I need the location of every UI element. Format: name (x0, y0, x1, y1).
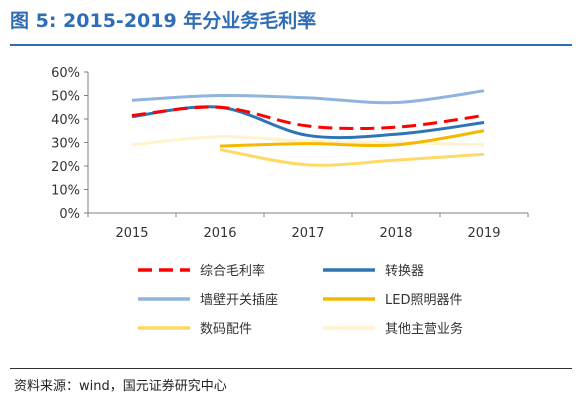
x-tick-label: 2019 (467, 226, 500, 241)
x-tick-label: 2016 (203, 226, 236, 241)
figure-title: 图 5: 2015-2019 年分业务毛利率 (10, 10, 317, 32)
x-tick-label: 2018 (379, 226, 412, 241)
title-rule (10, 44, 572, 46)
y-tick-label: 60% (51, 66, 80, 81)
chart-lines (131, 89, 485, 167)
source-note: 资料来源：wind，国元证券研究中心 (14, 379, 227, 394)
legend-label-1: 综合毛利率 (200, 263, 265, 279)
chart-axes: 0% 10% 20% 30% 40% 50% 60% 2015 2016 2017 2018 2019 (51, 66, 529, 241)
x-tick-label: 2015 (115, 226, 148, 241)
series-line-3 (131, 89, 485, 105)
y-tick-label: 40% (51, 113, 80, 128)
y-tick-label: 20% (51, 160, 80, 175)
legend-label-5: 数码配件 (200, 322, 252, 337)
source-rule (10, 368, 572, 369)
line-chart: 0% 10% 20% 30% 40% 50% 60% 2015 2016 2017 2018 2019… (51, 66, 529, 337)
y-tick-label: 0% (59, 207, 80, 222)
y-tick-label: 10% (51, 184, 80, 199)
y-tick-label: 30% (51, 137, 80, 152)
series-line-6 (131, 135, 485, 147)
series-line-5 (219, 148, 485, 167)
x-tick-label: 2017 (291, 226, 324, 241)
series-line-4 (219, 129, 485, 148)
legend-label-4: LED照明器件 (385, 293, 462, 308)
series-line-2 (131, 105, 485, 140)
legend-label-3: 墙壁开关插座 (200, 293, 278, 308)
legend-label-6: 其他主营业务 (385, 321, 463, 337)
legend-label-2: 转换器 (385, 264, 424, 279)
series-line-1 (131, 105, 485, 131)
y-tick-label: 50% (51, 90, 80, 105)
